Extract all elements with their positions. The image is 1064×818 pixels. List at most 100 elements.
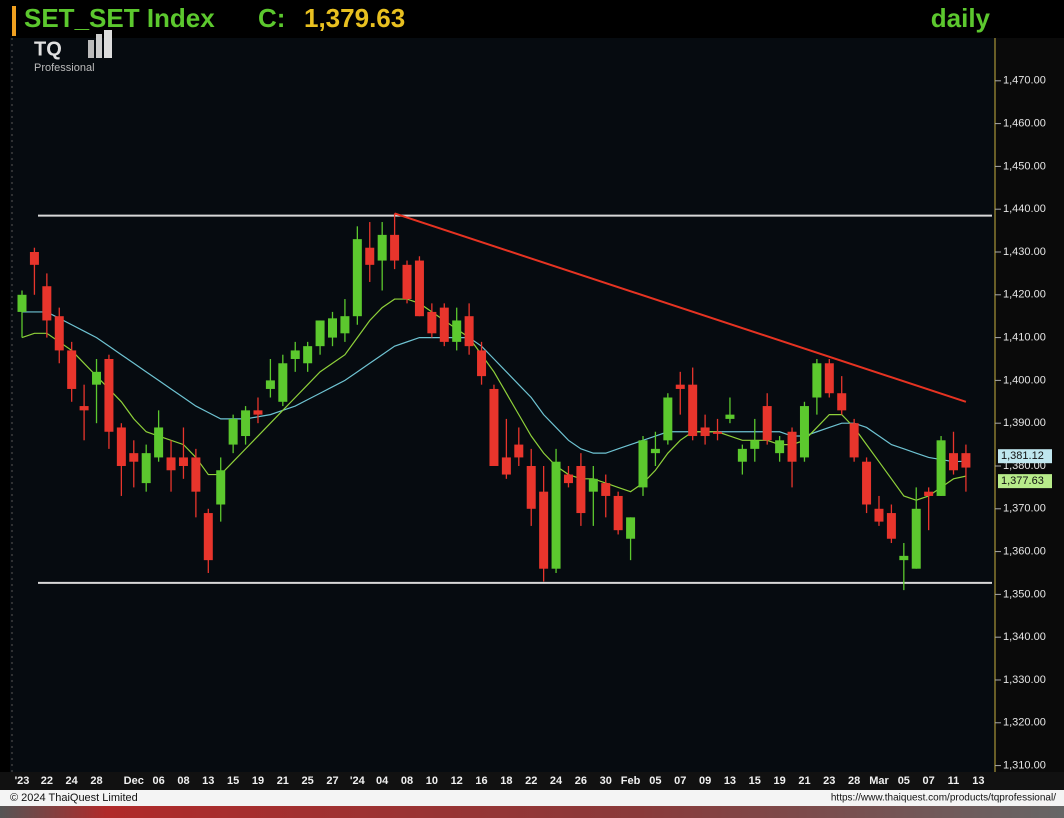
candle-body (42, 286, 52, 321)
candle-body (265, 380, 275, 389)
last-value-label: 1,377.63 (1001, 475, 1044, 487)
candle-body (439, 307, 449, 342)
candle-body (79, 406, 89, 411)
x-tick-label: 08 (401, 775, 413, 787)
candle-body (650, 448, 660, 454)
x-tick-label: 07 (674, 775, 686, 787)
candle-body (526, 465, 536, 509)
candle-body (178, 457, 188, 466)
candle-body (725, 414, 735, 419)
x-tick-label: 24 (550, 775, 563, 787)
y-tick-label: 1,330.00 (1003, 674, 1046, 686)
y-tick-label: 1,370.00 (1003, 503, 1046, 515)
copyright: © 2024 ThaiQuest Limited (10, 792, 138, 804)
x-tick-label: 12 (451, 775, 463, 787)
candle-body (551, 461, 561, 569)
logo: TQ (34, 38, 62, 60)
candle-body (315, 320, 325, 347)
candle-body (29, 251, 39, 265)
candle-body (67, 350, 77, 389)
candle-body (129, 453, 139, 462)
x-tick-label: 21 (277, 775, 289, 787)
candle-body (228, 418, 238, 445)
candle-body (837, 393, 847, 411)
x-tick-label: 15 (227, 775, 239, 787)
price-axis-area (995, 38, 1064, 772)
logo-bar (104, 30, 112, 58)
x-tick-label: Dec (124, 775, 144, 787)
logo-bar (96, 34, 102, 58)
url: https://www.thaiquest.com/products/tqpro… (831, 793, 1056, 804)
candle-body (613, 495, 623, 531)
candle-body (762, 406, 772, 441)
candle-body (489, 388, 499, 466)
x-tick-label: 27 (326, 775, 338, 787)
x-tick-label: 16 (475, 775, 487, 787)
x-tick-label: Mar (869, 775, 889, 787)
x-tick-label: 09 (699, 775, 711, 787)
x-tick-label: 22 (525, 775, 537, 787)
candle-body (166, 457, 176, 471)
y-tick-label: 1,460.00 (1003, 118, 1046, 130)
x-tick-label: '24 (350, 775, 366, 787)
y-tick-label: 1,420.00 (1003, 289, 1046, 301)
x-tick-label: 25 (302, 775, 314, 787)
candle-body (750, 440, 760, 449)
candle-body (427, 311, 437, 334)
y-tick-label: 1,390.00 (1003, 417, 1046, 429)
candle-body (626, 517, 636, 539)
x-tick-label: 19 (252, 775, 264, 787)
x-tick-label: 19 (773, 775, 785, 787)
x-tick-label: 28 (90, 775, 102, 787)
x-tick-label: 07 (923, 775, 935, 787)
candle-body (290, 350, 300, 359)
candle-body (141, 453, 151, 484)
x-tick-label: Feb (621, 775, 641, 787)
candle-body (775, 440, 785, 454)
candle-body (191, 457, 201, 492)
candle-body (961, 453, 971, 468)
candle-body (949, 453, 958, 471)
x-tick-label: 10 (426, 775, 438, 787)
x-tick-label: 06 (152, 775, 164, 787)
candle-body (886, 513, 896, 539)
candle-body (402, 264, 412, 300)
x-tick-label: 21 (798, 775, 810, 787)
x-tick-label: 28 (848, 775, 860, 787)
candle-body (824, 363, 834, 394)
candle-body (54, 316, 64, 351)
x-tick-label: 26 (575, 775, 587, 787)
candle-body (663, 397, 673, 441)
candle-body (539, 491, 549, 569)
candle-body (340, 316, 350, 334)
candle-body (588, 478, 598, 492)
x-tick-label: 05 (649, 775, 661, 787)
candle-body (253, 410, 263, 415)
x-tick-label: 24 (66, 775, 79, 787)
candle-body (154, 427, 164, 458)
candle-body (352, 239, 362, 317)
candle-body (514, 444, 524, 458)
candle-body (328, 318, 337, 338)
title-marker (12, 6, 16, 36)
bottom-band (0, 806, 1064, 818)
x-tick-label: 18 (500, 775, 512, 787)
candle-body (638, 440, 648, 488)
candle-body (737, 448, 747, 462)
candle-body (116, 427, 126, 466)
candle-body (874, 508, 884, 522)
x-tick-label: 22 (41, 775, 53, 787)
y-tick-label: 1,310.00 (1003, 759, 1046, 771)
footer (0, 790, 1064, 806)
candle-body (601, 483, 611, 496)
candle-body (799, 406, 809, 458)
candle-body (477, 350, 487, 377)
plot-area (10, 38, 995, 772)
candle-body (464, 316, 474, 347)
candle-body (812, 363, 822, 398)
candle-body (675, 384, 685, 389)
candle-body (713, 431, 723, 434)
y-tick-label: 1,360.00 (1003, 545, 1046, 557)
